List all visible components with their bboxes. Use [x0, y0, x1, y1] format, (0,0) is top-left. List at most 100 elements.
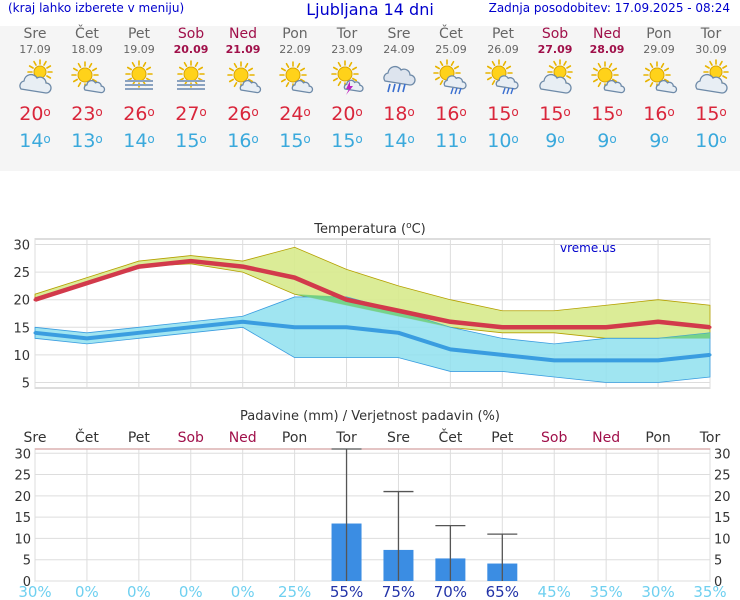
min-temperature-range: [34, 296, 711, 383]
plot-area: [34, 448, 711, 582]
day-name: Pet: [127, 26, 151, 42]
day-forecast: Pon 22.09 24o 15o: [269, 26, 321, 154]
max-temperature-point: [552, 325, 556, 329]
sun-cloud-icon: [643, 61, 678, 94]
day-forecast: Čet 18.09 23o 13o: [61, 26, 113, 154]
y-tick-label-right: 30: [714, 447, 731, 462]
day-forecast: Ned 21.09 26o 16o: [217, 26, 269, 154]
day-forecast: Tor 23.09 20o 15o: [321, 26, 373, 154]
day-name: Tor: [336, 26, 358, 42]
min-temperature: 9o: [597, 130, 617, 152]
partly-cloudy-icon: [19, 59, 53, 94]
day-forecast: Pet 26.09 15o 10o: [477, 26, 529, 154]
precipitation-chart-title: Padavine (mm) / Verjetnost padavin (%): [240, 409, 500, 424]
day-name: Sre: [387, 26, 411, 42]
precipitation-probability: 0%: [75, 583, 99, 600]
watermark: vreme.us: [560, 241, 616, 255]
y-tick-label: 10: [14, 532, 31, 547]
y-tick-label-right: 25: [714, 469, 731, 484]
min-temperature: 10o: [695, 130, 727, 152]
y-tick-label-right: 0: [714, 575, 722, 590]
precipitation-probability: 0%: [179, 583, 203, 600]
x-category-label: Tor: [699, 430, 721, 446]
page-title: Ljubljana 14 dni: [306, 0, 434, 19]
min-temperature-point: [189, 325, 193, 329]
sun-cloud-icon: [279, 61, 314, 94]
max-temperature-point: [137, 265, 141, 269]
max-temperature: 15o: [487, 103, 519, 125]
location-menu-hint[interactable]: (kraj lahko izberete v meniju): [8, 1, 185, 15]
min-temperature-point: [137, 331, 141, 335]
y-tick-label: 25: [14, 469, 31, 484]
x-category-label: Ned: [592, 430, 620, 446]
precipitation-probability: 25%: [278, 583, 311, 600]
max-temperature-point: [241, 265, 245, 269]
day-forecast: Tor 30.09 15o 10o: [685, 26, 737, 154]
day-name: Čet: [75, 26, 99, 42]
day-name: Ned: [229, 26, 257, 42]
sun-cloud-icon: [591, 61, 626, 94]
x-category-label: Sob: [178, 430, 204, 446]
last-update: Zadnja posodobitev: 17.09.2025 - 08:24: [488, 1, 730, 15]
y-tick-label: 5: [22, 376, 30, 391]
sun-cloud-thunder-icon: [331, 60, 364, 95]
max-temperature-point: [656, 320, 660, 324]
day-forecast: Sre 24.09 18o 14o: [373, 26, 425, 154]
top-bar: (kraj lahko izberete v meniju) Ljubljana…: [0, 0, 740, 20]
y-tick-label: 0: [23, 575, 31, 590]
day-forecast: Sob 27.09 15o 9o: [529, 26, 581, 154]
min-temperature-point: [604, 358, 608, 362]
day-date: 27.09: [537, 43, 573, 56]
min-temperature: 16o: [227, 130, 259, 152]
min-temperature-point: [345, 325, 349, 329]
x-category-label: Pon: [282, 430, 307, 446]
max-temperature: 20o: [19, 103, 51, 125]
y-tick-label: 25: [13, 266, 30, 281]
max-temperature-point: [604, 325, 608, 329]
y-tick-label: 20: [13, 294, 30, 309]
max-temperature: 26o: [227, 103, 259, 125]
min-temperature: 15o: [279, 130, 311, 152]
precipitation-probability: 35%: [589, 583, 622, 600]
max-temperature-point: [396, 309, 400, 313]
min-temperature-point: [448, 347, 452, 351]
min-temperature: 11o: [435, 130, 467, 152]
day-date: 17.09: [19, 43, 51, 56]
temperature-chart-title: Temperatura (oC): [313, 221, 425, 237]
precipitation-probability: 0%: [127, 583, 151, 600]
min-temperature: 14o: [383, 130, 415, 152]
day-name: Pon: [282, 26, 308, 42]
partly-cloudy-icon: [539, 59, 573, 94]
y-tick-label-right: 20: [714, 490, 731, 505]
min-temperature-point: [396, 331, 400, 335]
day-forecast: Sob 20.09 27o 15o: [165, 26, 217, 154]
y-tick-label-right: 5: [714, 554, 722, 569]
min-temperature: 9o: [545, 130, 565, 152]
x-category-label: Sre: [387, 430, 410, 446]
day-name: Pon: [646, 26, 672, 42]
min-temperature-point: [293, 325, 297, 329]
max-temperature: 15o: [539, 103, 571, 125]
max-temperature: 15o: [695, 103, 727, 125]
day-date: 20.09: [173, 43, 209, 56]
day-date: 18.09: [71, 43, 103, 56]
precipitation-probability: 75%: [382, 583, 415, 600]
x-category-label: Pet: [491, 430, 514, 446]
day-forecast: Sre 17.09 20o 14o: [9, 26, 61, 154]
y-tick-label: 10: [13, 349, 30, 364]
min-temperature: 15o: [331, 130, 363, 152]
x-category-label: Sob: [541, 430, 567, 446]
day-forecast: Čet 25.09 16o 11o: [425, 26, 477, 154]
day-name: Tor: [700, 26, 722, 42]
x-category-label: Ned: [229, 430, 257, 446]
max-temperature-point: [500, 325, 504, 329]
max-temperature-point: [345, 298, 349, 302]
max-temperature: 15o: [591, 103, 623, 125]
partly-cloudy-icon: [695, 59, 729, 94]
precipitation-chart: Padavine (mm) / Verjetnost padavin (%) Sr…: [14, 409, 731, 600]
rain-cloud-icon: [383, 65, 416, 93]
max-temperature-point: [448, 320, 452, 324]
day-date: 29.09: [643, 43, 675, 56]
max-temperature-point: [293, 276, 297, 280]
sun-cloud-icon: [227, 61, 262, 94]
